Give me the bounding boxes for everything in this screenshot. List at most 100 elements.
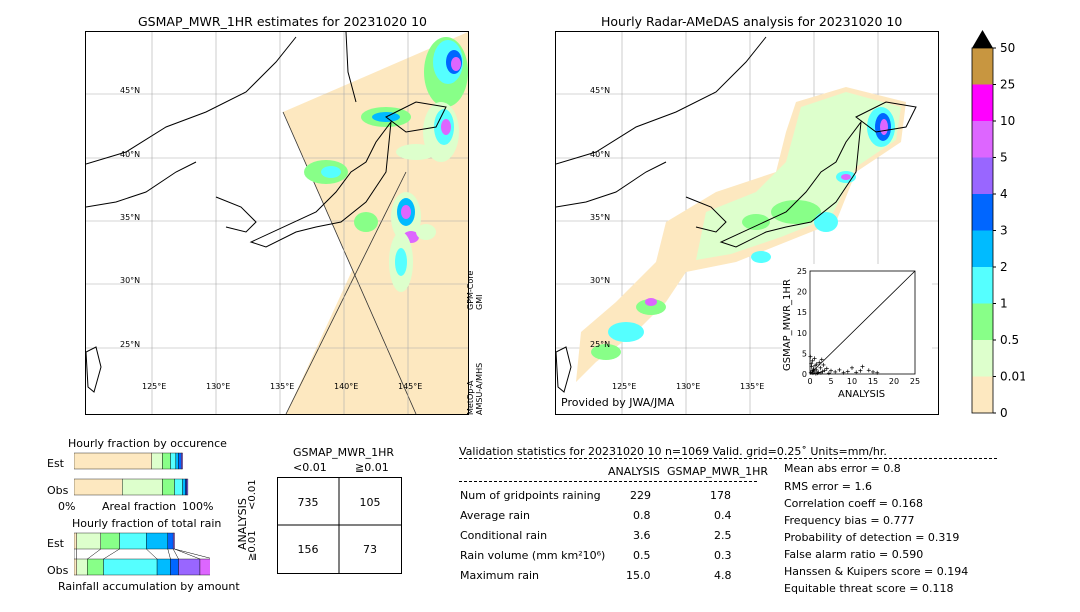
contingency-row-ge: ≧0.01 <box>247 530 258 561</box>
swath-amsu <box>286 262 416 414</box>
occ-svg-segment <box>186 478 189 496</box>
left-lat-40: 40°N <box>120 150 141 159</box>
occ-svg-segment <box>180 452 183 470</box>
scatter-point <box>858 368 863 373</box>
validation-row-gsmap: 4.8 <box>714 569 732 582</box>
validation-row-label: Average rain <box>460 509 530 522</box>
occurrence-axis-mid: Areal fraction <box>102 500 177 513</box>
colorbar-tick-label: 10 <box>1000 114 1015 128</box>
score-corr: Correlation coeff = 0.168 <box>784 497 923 510</box>
totalrain-est-label: Est <box>47 537 64 550</box>
scatter-y-tick: 5 <box>802 349 807 358</box>
coast-taiwan <box>86 346 102 393</box>
rain-svg-connector <box>146 548 158 560</box>
right-lon-125: 125°E <box>612 382 637 391</box>
scatter-point <box>829 368 833 373</box>
colorbar-tick-label: 0.01 <box>1000 370 1025 384</box>
scatter-point <box>814 362 819 367</box>
coast-hokkaido <box>385 101 447 133</box>
colorbar-tick-label: 2 <box>1000 260 1008 274</box>
rain-svg-segment <box>199 558 210 576</box>
left-map-canvas <box>86 32 468 414</box>
scatter-point <box>816 370 821 375</box>
validation-row-label: Maximum rain <box>460 569 539 582</box>
occurrence-obs-label: Obs <box>47 484 69 497</box>
colorbar-tick-label: 5 <box>1000 151 1008 165</box>
totalrain-axis: Rainfall accumulation by amount <box>58 580 240 593</box>
right-lat-25: 25°N <box>590 340 611 349</box>
scatter-x-tick: 10 <box>847 377 857 386</box>
occ-svg-segment <box>74 478 123 496</box>
validation-row-analysis: 0.5 <box>633 549 651 562</box>
right-lat-35: 35°N <box>590 213 611 222</box>
sensor-label-amsu: MetOp-A AMSU-A/MHS <box>466 362 484 415</box>
validation-row-label: Num of gridpoints raining <box>460 489 601 502</box>
left-lat-45: 45°N <box>120 86 141 95</box>
scatter-xlabel: ANALYSIS <box>838 389 886 400</box>
scatter-point <box>812 356 817 361</box>
score-pod: Probability of detection = 0.319 <box>784 531 960 544</box>
rain-svg-segment <box>146 532 169 550</box>
right-map-title: Hourly Radar-AMeDAS analysis for 2023102… <box>601 14 903 29</box>
rain-svg-connector <box>174 548 201 560</box>
coast-asia <box>86 36 297 165</box>
rain-svg-connector <box>87 548 101 560</box>
scatter-point <box>841 370 846 375</box>
colorbar-segment <box>972 340 993 377</box>
score-far: False alarm ratio = 0.590 <box>784 548 924 561</box>
colorbar-tick-label: 1 <box>1000 297 1008 311</box>
occ-svg-segment <box>122 478 163 496</box>
right-lon-130: 130°E <box>676 382 701 391</box>
occ-svg-segment <box>162 478 175 496</box>
scatter-point <box>818 370 823 375</box>
scatter-point <box>837 367 842 372</box>
occurrence-axis-0: 0% <box>58 500 76 513</box>
scatter-y-tick: 15 <box>797 308 807 317</box>
validation-divider <box>459 458 997 459</box>
scatter-point <box>809 364 814 369</box>
validation-row-gsmap: 0.4 <box>714 509 732 522</box>
rain-svg-connector <box>167 548 171 560</box>
rain-svg-segment <box>76 532 102 550</box>
rain-svg-segment <box>172 532 175 550</box>
colorbar-tick-label: 0 <box>1000 406 1008 418</box>
right-lat-45: 45°N <box>590 86 611 95</box>
scatter-x-tick: 0 <box>807 377 812 386</box>
occ-svg-segment <box>74 452 152 470</box>
colorbar-segment <box>972 84 993 121</box>
sensor-label-gmi: GPM-Core GMI <box>466 270 484 310</box>
scatter-point <box>866 368 871 373</box>
left-lon-135: 135°E <box>270 382 295 391</box>
scatter-point <box>809 361 814 366</box>
scatter-point <box>808 354 813 359</box>
colorbar: 50 25 10 5 4 3 2 1 0.5 0.01 0 <box>971 30 1025 418</box>
score-rms: RMS error = 1.6 <box>784 480 872 493</box>
rain-svg-segment <box>74 532 77 550</box>
right-lat-40: 40°N <box>590 150 611 159</box>
scatter-point <box>811 368 816 373</box>
validation-row-label: Rain volume (mm km²10⁶) <box>460 549 606 562</box>
scatter-point <box>822 368 827 373</box>
rain-svg-segment <box>103 558 158 576</box>
left-map-title: GSMAP_MWR_1HR estimates for 20231020 10 <box>138 14 427 29</box>
rain-svg-segment <box>87 558 104 576</box>
contingency-title: GSMAP_MWR_1HR <box>293 446 395 459</box>
colorbar-tick-label: 50 <box>1000 41 1015 55</box>
scatter-diagonal <box>809 270 916 375</box>
occ-svg-segment <box>178 452 182 470</box>
contingency-grid <box>277 477 402 574</box>
contingency-cell-0-0: 735 <box>297 496 319 509</box>
totalrain-obs-label: Obs <box>47 564 69 577</box>
scatter-y-tick: 20 <box>797 288 807 297</box>
colorbar-segment <box>972 267 993 304</box>
colorbar-segment <box>972 157 993 194</box>
colorbar-tick-label: 0.5 <box>1000 333 1019 347</box>
contingency-cell-1-1: 73 <box>363 543 377 556</box>
contingency-row-lt: <0.01 <box>247 479 258 510</box>
scatter-point <box>810 358 815 363</box>
validation-row-label: Conditional rain <box>460 529 548 542</box>
left-lon-145: 145°E <box>398 382 423 391</box>
rain-blobs-right <box>576 87 906 382</box>
colorbar-tick-label: 3 <box>1000 224 1008 238</box>
occurrence-title: Hourly fraction by occurence <box>68 437 227 450</box>
